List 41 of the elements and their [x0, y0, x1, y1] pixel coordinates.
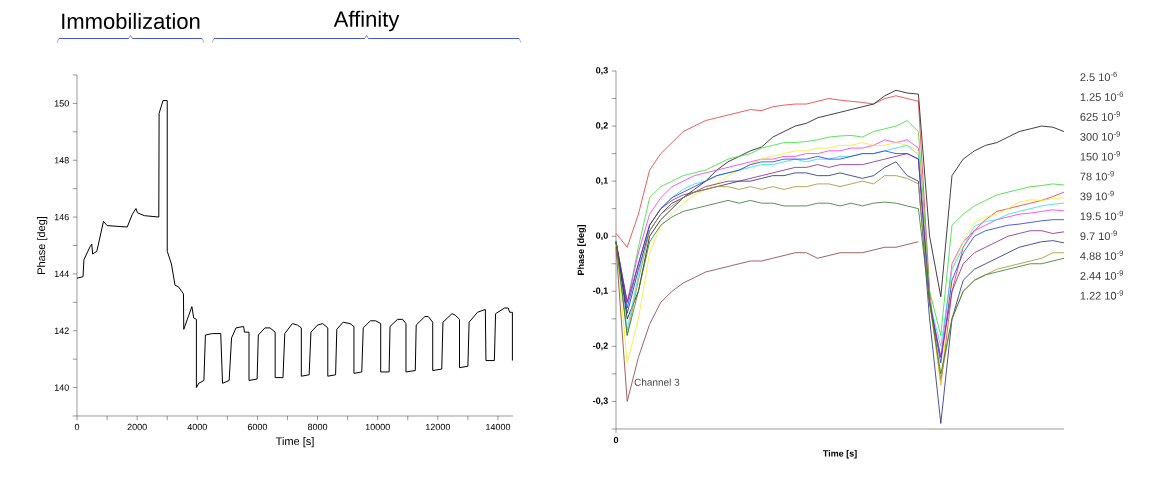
y-tick-label: 150 [54, 100, 69, 107]
text: 4.88 10$^{-9}$ [1080, 250, 1124, 260]
x-tick-label: 14000 [486, 423, 511, 431]
text: Affinity [333, 10, 400, 32]
y-axis-title: Phase [deg] [577, 225, 586, 275]
text: 19.5 10$^{-9}$ [1080, 210, 1124, 221]
text: 9.7 10$^{-9}$ [1080, 230, 1117, 241]
x-tick-label: 0 [613, 436, 619, 444]
text: 39 10$^{-9}$ [1080, 190, 1114, 201]
x-tick-label: 0 [74, 423, 80, 431]
text: 78 10$^{-9}$ [1080, 170, 1114, 181]
text: 1.22 10$^{-9}$ [1080, 290, 1124, 300]
text: 2.44 10$^{-9}$ [1080, 270, 1124, 280]
y-tick-label: 0,1 [596, 177, 608, 185]
text: 1.25 10$^{-6}$ [1080, 91, 1124, 101]
y-tick-label: -0,1 [593, 287, 608, 296]
y-tick-label: 140 [54, 384, 69, 391]
x-tick-label: 8000 [307, 423, 328, 431]
x-tick-label: 6000 [247, 423, 268, 431]
text: Immobilization [62, 12, 200, 30]
y-tick-label: -0,3 [593, 397, 608, 406]
text: 300 10$^{-9}$ [1080, 131, 1120, 141]
y-axis-title: Phase [deg] [37, 216, 48, 274]
x-tick-label: 2000 [127, 423, 147, 431]
x-tick-label: 10000 [365, 423, 390, 431]
text: 150 10$^{-9}$ [1080, 151, 1120, 161]
annotation: Channel 3 [634, 378, 680, 386]
x-tick-label: 4000 [187, 423, 207, 431]
y-tick-label: 148 [54, 157, 69, 164]
y-tick-label: 144 [54, 270, 69, 277]
x-axis-title: Time [s] [822, 450, 857, 459]
x-axis-title: Time [s] [275, 437, 314, 448]
y-tick-label: 146 [54, 213, 69, 221]
text: 625 10$^{-9}$ [1080, 111, 1120, 121]
y-tick-label: 142 [54, 327, 69, 334]
y-tick-label: 0,3 [596, 67, 608, 75]
y-tick-label: -0,2 [593, 342, 608, 351]
y-tick-label: 0,2 [596, 122, 608, 130]
y-tick-label: 0,0 [596, 232, 608, 241]
text: 2.5 10$^{-6}$ [1080, 71, 1117, 82]
x-tick-label: 12000 [426, 423, 450, 431]
